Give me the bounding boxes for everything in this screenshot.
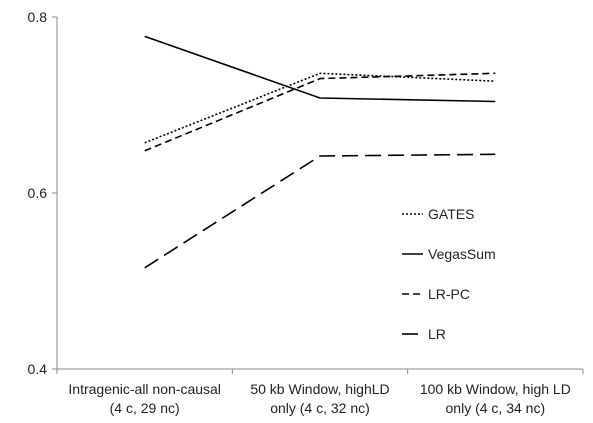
series-line-lr (144, 153, 496, 269)
legend-label-vegassum: VegasSum (428, 246, 496, 262)
legend-label-lr-pc: LR-PC (428, 286, 470, 302)
series-line-vegassum (144, 35, 496, 103)
x-tick-label: 100 kb Window, high LD only (4 c, 34 nc) (420, 381, 571, 416)
x-tick-label: Intragenic-all non-causal (4 c, 29 nc) (68, 381, 221, 416)
series-line-lr-pc (144, 72, 496, 152)
series-layer (144, 35, 496, 269)
legend: GATES VegasSum LR-PC LR (402, 206, 496, 342)
axes: 0.4 0.6 0.8 Intragenic-all non-causal (4 c, … (28, 9, 584, 416)
y-tick-label: 0.6 (28, 185, 48, 201)
legend-label-lr: LR (428, 326, 446, 342)
y-tick-label: 0.4 (28, 361, 48, 377)
legend-label-gates: GATES (428, 206, 474, 222)
y-tick-label: 0.8 (28, 9, 48, 25)
x-tick-label: 50 kb Window, highLD only (4 c, 32 nc) (250, 381, 389, 416)
series-line-gates (144, 72, 496, 144)
